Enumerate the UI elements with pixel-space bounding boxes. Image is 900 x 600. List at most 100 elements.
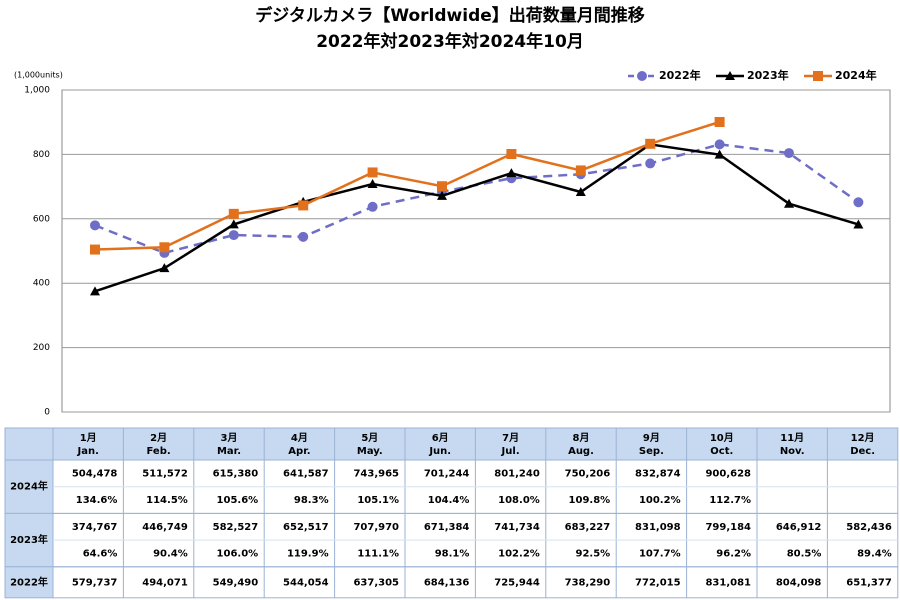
marker xyxy=(159,263,170,273)
table-ratio: 92.5% xyxy=(575,548,610,559)
table-row-label: 2023年 xyxy=(10,533,48,546)
table-value: 646,912 xyxy=(776,522,822,533)
table-ratio: 111.1% xyxy=(357,548,399,559)
table-ratio: 109.8% xyxy=(569,495,611,506)
table-header-bg xyxy=(4,427,899,461)
table-header-en: Oct. xyxy=(710,446,733,457)
table-value: 582,527 xyxy=(213,522,259,533)
table-value: 549,490 xyxy=(213,577,259,588)
marker xyxy=(853,197,864,208)
legend-marker xyxy=(813,71,823,81)
y-axis-label: (1,000units) xyxy=(14,71,63,80)
table-row-bg xyxy=(52,566,899,599)
table-value: 651,377 xyxy=(846,577,892,588)
table-value: 725,944 xyxy=(494,577,540,588)
y-tick-label: 400 xyxy=(33,279,50,289)
table-header-en: Sep. xyxy=(639,446,664,457)
table-value: 652,517 xyxy=(283,522,329,533)
legend-marker xyxy=(637,71,647,81)
table-header: 12月 xyxy=(851,432,875,444)
table-header-en: Feb. xyxy=(147,446,171,457)
table-header: 3月 xyxy=(221,432,238,444)
table-header: 4月 xyxy=(291,432,308,444)
table-header-en: Dec. xyxy=(850,446,875,457)
table-ratio: 108.0% xyxy=(498,495,540,506)
marker xyxy=(506,149,517,160)
y-tick-label: 800 xyxy=(33,150,50,160)
table-value: 738,290 xyxy=(565,577,611,588)
table-value: 579,737 xyxy=(72,577,118,588)
table-value: 804,098 xyxy=(776,577,822,588)
y-tick-label: 600 xyxy=(33,214,50,224)
y-tick-label: 1,000 xyxy=(24,86,50,96)
marker xyxy=(784,148,794,159)
marker xyxy=(784,198,794,208)
table-value: 832,874 xyxy=(635,468,681,479)
series-line xyxy=(94,143,860,255)
marker xyxy=(506,168,517,178)
table-header: 5月 xyxy=(361,432,378,444)
table-ratio: 114.5% xyxy=(146,495,188,506)
table-value: 900,628 xyxy=(705,468,751,479)
legend-label: 2024年 xyxy=(835,68,877,82)
chart-title: デジタルカメラ【Worldwide】出荷数量月間推移 xyxy=(255,5,645,26)
marker xyxy=(437,181,447,192)
table-value: 641,587 xyxy=(283,468,329,479)
table-header-en: Aug. xyxy=(568,446,594,457)
table-value: 374,767 xyxy=(72,522,118,533)
table-ratio: 100.2% xyxy=(639,495,681,506)
marker xyxy=(90,220,100,231)
table-header-en: Apr. xyxy=(288,446,310,457)
table-header: 10月 xyxy=(710,432,734,444)
table-ratio: 96.2% xyxy=(716,548,751,559)
table-value: 671,384 xyxy=(424,522,470,533)
table-row-label: 2024年 xyxy=(10,480,48,493)
table-ratio: 105.6% xyxy=(217,495,259,506)
legend-label: 2023年 xyxy=(747,68,789,82)
table-value: 750,206 xyxy=(565,468,611,479)
table-value: 582,436 xyxy=(846,522,892,533)
marker xyxy=(90,286,100,296)
table-ratio: 64.6% xyxy=(83,548,118,559)
table-header-en: Mar. xyxy=(217,446,241,457)
table-value: 544,054 xyxy=(283,577,329,588)
marker xyxy=(228,219,239,229)
marker xyxy=(367,201,378,212)
marker xyxy=(159,242,170,253)
table-header: 9月 xyxy=(643,432,660,444)
table-header: 7月 xyxy=(502,432,519,444)
table-value: 801,240 xyxy=(494,468,540,479)
table-value: 615,380 xyxy=(213,468,259,479)
marker xyxy=(645,158,656,169)
marker xyxy=(437,190,447,200)
table-ratio: 107.7% xyxy=(639,548,681,559)
table-header: 11月 xyxy=(780,432,804,444)
table-ratio: 90.4% xyxy=(153,548,188,559)
marker xyxy=(575,187,586,197)
table-value: 741,734 xyxy=(494,522,540,533)
marker xyxy=(714,116,725,127)
table-header-en: Jul. xyxy=(501,446,520,457)
table-row-label-bg xyxy=(4,459,54,514)
table-row-label-bg xyxy=(4,566,54,599)
table-value: 772,015 xyxy=(635,577,681,588)
table-header: 6月 xyxy=(432,432,449,444)
table-row-label: 2022年 xyxy=(10,575,48,588)
marker xyxy=(714,139,725,150)
marker xyxy=(645,138,656,149)
table-header: 8月 xyxy=(573,432,590,444)
table-value: 831,098 xyxy=(635,522,681,533)
marker xyxy=(714,149,725,159)
table-ratio: 134.6% xyxy=(76,495,118,506)
marker xyxy=(298,231,309,242)
table-value: 684,136 xyxy=(424,577,470,588)
table-ratio: 89.4% xyxy=(857,548,892,559)
marker xyxy=(298,200,309,211)
table-value: 743,965 xyxy=(353,468,399,479)
marker xyxy=(853,219,864,229)
marker xyxy=(228,230,239,241)
table-ratio: 119.9% xyxy=(287,548,329,559)
table-ratio: 102.2% xyxy=(498,548,540,559)
